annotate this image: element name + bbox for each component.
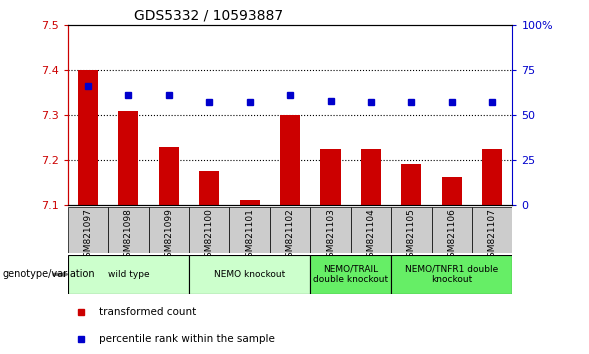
Bar bbox=[158, 147, 179, 205]
Bar bbox=[280, 115, 300, 205]
Bar bbox=[118, 110, 138, 205]
Text: GSM821103: GSM821103 bbox=[326, 209, 335, 263]
Text: NEMO/TNFR1 double
knockout: NEMO/TNFR1 double knockout bbox=[405, 265, 498, 284]
FancyBboxPatch shape bbox=[350, 207, 391, 253]
Bar bbox=[442, 177, 462, 205]
Text: GDS5332 / 10593887: GDS5332 / 10593887 bbox=[134, 8, 283, 22]
Text: GSM821106: GSM821106 bbox=[447, 209, 456, 263]
FancyBboxPatch shape bbox=[189, 207, 230, 253]
Text: GSM821101: GSM821101 bbox=[245, 209, 254, 263]
FancyBboxPatch shape bbox=[68, 255, 189, 294]
Text: NEMO/TRAIL
double knockout: NEMO/TRAIL double knockout bbox=[313, 265, 388, 284]
Text: GSM821104: GSM821104 bbox=[366, 209, 375, 263]
FancyBboxPatch shape bbox=[230, 207, 270, 253]
FancyBboxPatch shape bbox=[391, 207, 432, 253]
Text: GSM821097: GSM821097 bbox=[84, 209, 92, 263]
Text: wild type: wild type bbox=[108, 270, 149, 279]
FancyBboxPatch shape bbox=[68, 207, 108, 253]
FancyBboxPatch shape bbox=[432, 207, 472, 253]
Text: transformed count: transformed count bbox=[99, 307, 196, 318]
FancyBboxPatch shape bbox=[310, 207, 350, 253]
FancyBboxPatch shape bbox=[189, 255, 310, 294]
Text: GSM821105: GSM821105 bbox=[407, 209, 416, 263]
Bar bbox=[361, 149, 381, 205]
FancyBboxPatch shape bbox=[270, 207, 310, 253]
Text: NEMO knockout: NEMO knockout bbox=[214, 270, 285, 279]
Bar bbox=[240, 200, 260, 205]
Bar bbox=[482, 149, 502, 205]
Text: genotype/variation: genotype/variation bbox=[3, 269, 95, 279]
FancyBboxPatch shape bbox=[108, 207, 148, 253]
Bar bbox=[199, 171, 219, 205]
Bar bbox=[320, 149, 340, 205]
Text: GSM821102: GSM821102 bbox=[286, 209, 294, 263]
Text: GSM821099: GSM821099 bbox=[164, 209, 173, 263]
Text: GSM821107: GSM821107 bbox=[488, 209, 497, 263]
Text: GSM821100: GSM821100 bbox=[205, 209, 214, 263]
Text: percentile rank within the sample: percentile rank within the sample bbox=[99, 335, 274, 344]
Text: GSM821098: GSM821098 bbox=[124, 209, 133, 263]
FancyBboxPatch shape bbox=[148, 207, 189, 253]
Bar bbox=[401, 164, 422, 205]
FancyBboxPatch shape bbox=[391, 255, 512, 294]
Bar bbox=[78, 70, 98, 205]
FancyBboxPatch shape bbox=[472, 207, 512, 253]
FancyBboxPatch shape bbox=[310, 255, 391, 294]
